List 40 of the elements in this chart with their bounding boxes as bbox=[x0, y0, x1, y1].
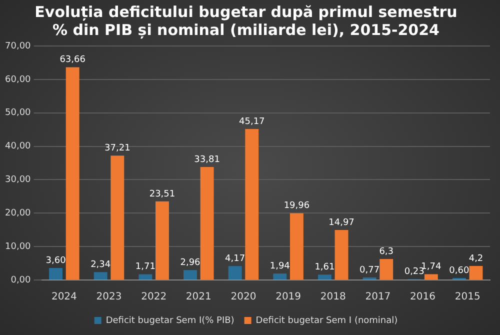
x-tick-label: 2019 bbox=[276, 292, 302, 303]
data-label: 4,17 bbox=[225, 254, 246, 264]
data-label: 0,23 bbox=[404, 267, 424, 278]
data-label: 23,51 bbox=[149, 189, 176, 200]
data-label: 63,66 bbox=[60, 55, 86, 66]
y-tick-label: 60,00 bbox=[5, 74, 32, 85]
data-label: 2,34 bbox=[90, 260, 111, 270]
data-label: 14,97 bbox=[328, 218, 354, 228]
y-tick-label: 30,00 bbox=[5, 175, 32, 186]
x-tick-label: 2017 bbox=[365, 292, 391, 303]
x-tick-label: 2015 bbox=[454, 292, 480, 303]
data-label: 0,60 bbox=[449, 266, 470, 276]
data-label: 4,2 bbox=[468, 254, 484, 264]
x-tick-label: 2018 bbox=[320, 292, 346, 303]
data-label: 2,96 bbox=[180, 258, 201, 268]
y-tick-label: 70,00 bbox=[5, 41, 32, 52]
x-tick-label: 2023 bbox=[96, 292, 122, 303]
y-tick-label: 20,00 bbox=[5, 208, 32, 218]
y-tick-label: 40,00 bbox=[5, 142, 32, 152]
x-tick-label: 2016 bbox=[410, 292, 436, 303]
chart-title: Evoluția deficitului bugetar după primul semestru % din PIB și nominal (miliarde lei), 2015-2024 bbox=[34, 2, 458, 39]
x-tick-label: 2024 bbox=[51, 292, 77, 303]
x-tick-label: 2022 bbox=[141, 292, 167, 303]
x-tick-label: 2021 bbox=[186, 292, 212, 303]
y-tick-label: 10,00 bbox=[5, 242, 32, 252]
data-label: 45,17 bbox=[238, 116, 265, 127]
data-label: 33,81 bbox=[194, 154, 220, 165]
data-label: 19,96 bbox=[284, 201, 310, 212]
x-tick-label: 2020 bbox=[230, 292, 256, 303]
legend-label: Deficit bugetar Sem I(% PIB) bbox=[106, 316, 234, 326]
data-label: 3,60 bbox=[46, 256, 66, 266]
data-label: 0,77 bbox=[360, 265, 380, 276]
data-label: 1,71 bbox=[135, 262, 156, 272]
data-label: 1,94 bbox=[270, 261, 290, 272]
data-label: 6,3 bbox=[379, 246, 394, 257]
y-tick-label: 0,00 bbox=[10, 275, 32, 286]
legend-label: Deficit bugetar Sem I (nominal) bbox=[256, 316, 398, 326]
data-label: 37,21 bbox=[104, 143, 130, 154]
data-label: 1,61 bbox=[314, 262, 335, 272]
y-tick-label: 50,00 bbox=[5, 108, 32, 118]
